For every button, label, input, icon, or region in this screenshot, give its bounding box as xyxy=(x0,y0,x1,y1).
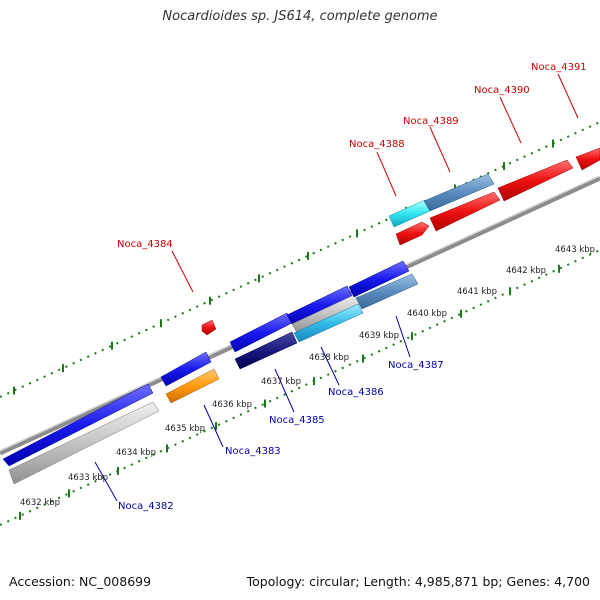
reverse-leaders xyxy=(94,315,411,502)
kbp-label: 4633 kbp xyxy=(68,473,108,483)
forward-leaders xyxy=(171,73,579,293)
kbp-label: 4637 kbp xyxy=(261,377,301,387)
gene-label-noca-4386: Noca_4386 xyxy=(328,387,384,398)
gene-noca-4383-orange xyxy=(165,368,220,404)
kbp-label: 4639 kbp xyxy=(359,331,399,341)
kbp-label: 4642 kbp xyxy=(506,266,546,276)
gene-noca-4390 xyxy=(429,191,501,232)
gene-noca-4390b xyxy=(497,159,574,202)
gene-label-noca-4387: Noca_4387 xyxy=(388,360,444,371)
gene-label-noca-4388: Noca_4388 xyxy=(349,139,405,150)
gene-noca-4387 xyxy=(355,273,419,310)
kbp-label: 4635 kbp xyxy=(165,424,205,434)
leader-noca-4386 xyxy=(320,346,340,386)
leader-noca-4383 xyxy=(203,404,224,448)
gene-noca-4385 xyxy=(234,331,298,370)
gene-label-noca-4385: Noca_4385 xyxy=(269,415,325,426)
leader-noca-4387 xyxy=(395,315,411,358)
kbp-label: 4636 kbp xyxy=(212,400,252,410)
gene-noca-4389 xyxy=(423,173,495,212)
kbp-label: 4641 kbp xyxy=(457,287,497,297)
map-title: Nocardioides sp. JS614, complete genome xyxy=(162,9,438,24)
kbp-label: 4638 kbp xyxy=(309,353,349,363)
gene-noca-4382-gray xyxy=(8,401,160,485)
genome-summary: Topology: circular; Length: 4,985,871 bp… xyxy=(246,574,590,589)
gene-label-noca-4384: Noca_4384 xyxy=(117,239,173,250)
gene-noca-4386 xyxy=(293,303,364,343)
kbp-label: 4640 kbp xyxy=(407,309,447,319)
gene-noca-4388 xyxy=(395,221,430,246)
gene-noca-4387-blue xyxy=(348,260,410,298)
kbp-label: 4643 kbp xyxy=(555,245,595,255)
gene-label-noca-4383: Noca_4383 xyxy=(225,446,281,457)
outer-tick-guide xyxy=(0,121,600,398)
gene-noca-4391 xyxy=(575,147,600,171)
gene-label-noca-4390: Noca_4390 xyxy=(474,85,530,96)
leader-noca-4385 xyxy=(274,368,295,413)
gene-noca-4384 xyxy=(201,319,217,336)
kbp-label: 4632 kbp xyxy=(20,498,60,508)
gene-noca-4383 xyxy=(160,351,212,387)
major-ticks xyxy=(13,139,560,520)
leader-noca-4388 xyxy=(376,151,397,197)
kbp-label: 4634 kbp xyxy=(116,448,156,458)
leader-noca-4384 xyxy=(171,250,194,293)
leader-noca-4382 xyxy=(94,461,118,502)
gene-label-noca-4391: Noca_4391 xyxy=(531,62,587,73)
leader-noca-4390 xyxy=(499,96,522,144)
gene-label-noca-4382: Noca_4382 xyxy=(118,501,174,512)
accession-label: Accession: NC_008699 xyxy=(9,574,152,589)
leader-noca-4389 xyxy=(429,126,451,173)
gene-noca-4382 xyxy=(2,383,154,467)
gene-label-noca-4389: Noca_4389 xyxy=(403,116,459,127)
leader-noca-4391 xyxy=(557,73,579,119)
